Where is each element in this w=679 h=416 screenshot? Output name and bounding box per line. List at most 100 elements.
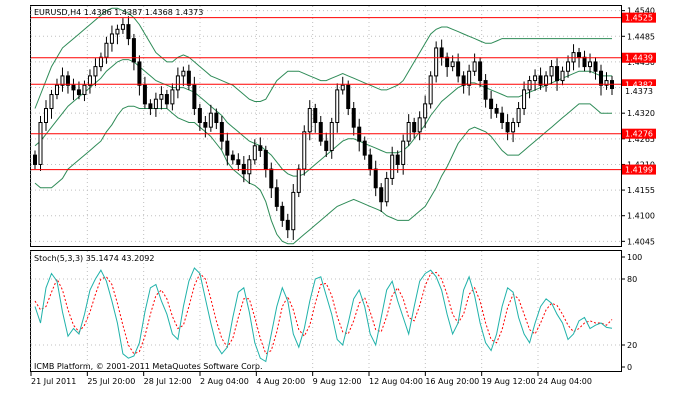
candle-body	[604, 80, 609, 86]
candle-body	[406, 122, 411, 142]
candle-body	[307, 108, 312, 133]
candle-body	[236, 159, 241, 165]
candle-body	[93, 66, 98, 77]
current-price-label: 1.4373	[625, 87, 653, 96]
candle-body	[120, 24, 125, 30]
candle-body	[60, 75, 65, 86]
stoch-tick-labels: 100 80 20 0	[621, 253, 642, 372]
candle-body	[208, 112, 213, 128]
level-label-bg	[622, 12, 656, 23]
candle-body	[230, 154, 235, 161]
candle-body	[560, 70, 565, 82]
candle-body	[472, 61, 477, 72]
candle-body	[192, 84, 197, 110]
candle-body	[65, 75, 70, 86]
candle-body	[296, 168, 301, 193]
candle-body	[225, 140, 230, 156]
candle-body	[54, 84, 59, 96]
candle-body	[109, 33, 114, 44]
main-price-pane[interactable]: EURUSD,H4 1.4386 1.4387 1.4368 1.4373	[30, 5, 622, 247]
candle-body	[456, 61, 461, 77]
candle-body	[500, 112, 505, 124]
candle-body	[593, 61, 598, 72]
time-tick-label: 4 Aug 20:00	[256, 377, 305, 386]
candle-body	[582, 56, 587, 68]
candle-body	[164, 94, 169, 105]
candle-body	[516, 108, 521, 124]
candle-body	[252, 145, 257, 161]
candle-body	[395, 154, 400, 165]
stoch-signal-line	[34, 271, 613, 355]
bollinger-lower-line	[34, 103, 612, 245]
candle-body	[417, 117, 422, 133]
candle-body	[577, 52, 582, 58]
symbol-header: EURUSD,H4 1.4386 1.4387 1.4368 1.4373	[34, 8, 203, 17]
candle-body	[214, 112, 219, 124]
candle-body	[313, 108, 318, 124]
bollinger-bands	[34, 7, 612, 245]
candle-body	[494, 108, 499, 114]
candle-body	[71, 84, 76, 91]
bollinger-upper-line	[34, 7, 612, 109]
price-tick-label: 1.4265	[627, 135, 655, 144]
candles	[33, 16, 614, 240]
candle-body	[423, 103, 428, 119]
time-tick-label: 28 Jul 12:00	[144, 377, 192, 386]
candle-body	[33, 154, 37, 165]
candle-body	[428, 75, 433, 105]
candle-body	[324, 140, 329, 151]
candle-body	[126, 24, 131, 40]
time-tick-label: 19 Aug 12:00	[482, 377, 536, 386]
stoch-tick-label: 80	[627, 275, 637, 284]
candle-body	[142, 84, 147, 105]
candle-body	[527, 80, 532, 91]
candle-body	[82, 84, 87, 96]
level-price-label: 1.4199	[625, 166, 653, 175]
stochastic-pane[interactable]: Stoch(5,3,3) 35.1474 43.2092 ICMB Platfo…	[30, 250, 622, 372]
price-pane-frame	[30, 5, 622, 247]
candle-body	[346, 84, 351, 110]
candle-body	[115, 28, 120, 35]
candle-body	[38, 122, 43, 165]
time-axis: 21 Jul 2011 25 Jul 20:00 28 Jul 12:00 2 Aug…	[30, 372, 592, 386]
current-price-marker	[622, 86, 656, 96]
candle-body	[522, 89, 527, 110]
candle-body	[335, 89, 340, 124]
level-label-bg	[622, 128, 656, 139]
candle-body	[390, 154, 395, 179]
candle-body	[544, 75, 549, 86]
level-label-bg	[622, 164, 656, 175]
time-tick-label: 24 Aug 04:00	[538, 377, 592, 386]
candle-body	[401, 140, 406, 165]
stoch-main-line	[34, 267, 613, 363]
candle-body	[505, 122, 510, 133]
candle-body	[566, 61, 571, 72]
candle-body	[478, 61, 483, 82]
candle-body	[49, 94, 54, 110]
candle-body	[269, 168, 274, 189]
candle-body	[412, 122, 417, 133]
candle-body	[274, 187, 279, 207]
candle-body	[588, 61, 593, 68]
horizontal-level-lines[interactable]	[31, 17, 621, 171]
bollinger-middle-line	[34, 59, 612, 177]
candle-body	[384, 177, 389, 203]
price-tick-label: 1.4045	[627, 237, 655, 246]
candle-body	[258, 145, 263, 151]
price-tick-labels: 1.45401.44851.44301.43751.43201.42651.42…	[621, 7, 655, 246]
candle-body	[175, 75, 180, 91]
candle-body	[137, 61, 142, 86]
candle-body	[549, 66, 554, 77]
stoch-header: Stoch(5,3,3) 35.1474 43.2092	[34, 254, 154, 263]
candle-body	[329, 122, 334, 151]
candle-body	[483, 80, 488, 100]
price-tick-label: 1.4540	[627, 7, 655, 16]
time-tick-label: 12 Aug 04:00	[369, 377, 423, 386]
candle-body	[131, 38, 136, 63]
time-tick-label: 2 Aug 04:00	[200, 377, 249, 386]
price-tick-label: 1.4100	[627, 212, 655, 221]
candle-body	[555, 66, 560, 82]
candle-body	[159, 94, 164, 100]
candle-body	[98, 56, 103, 68]
